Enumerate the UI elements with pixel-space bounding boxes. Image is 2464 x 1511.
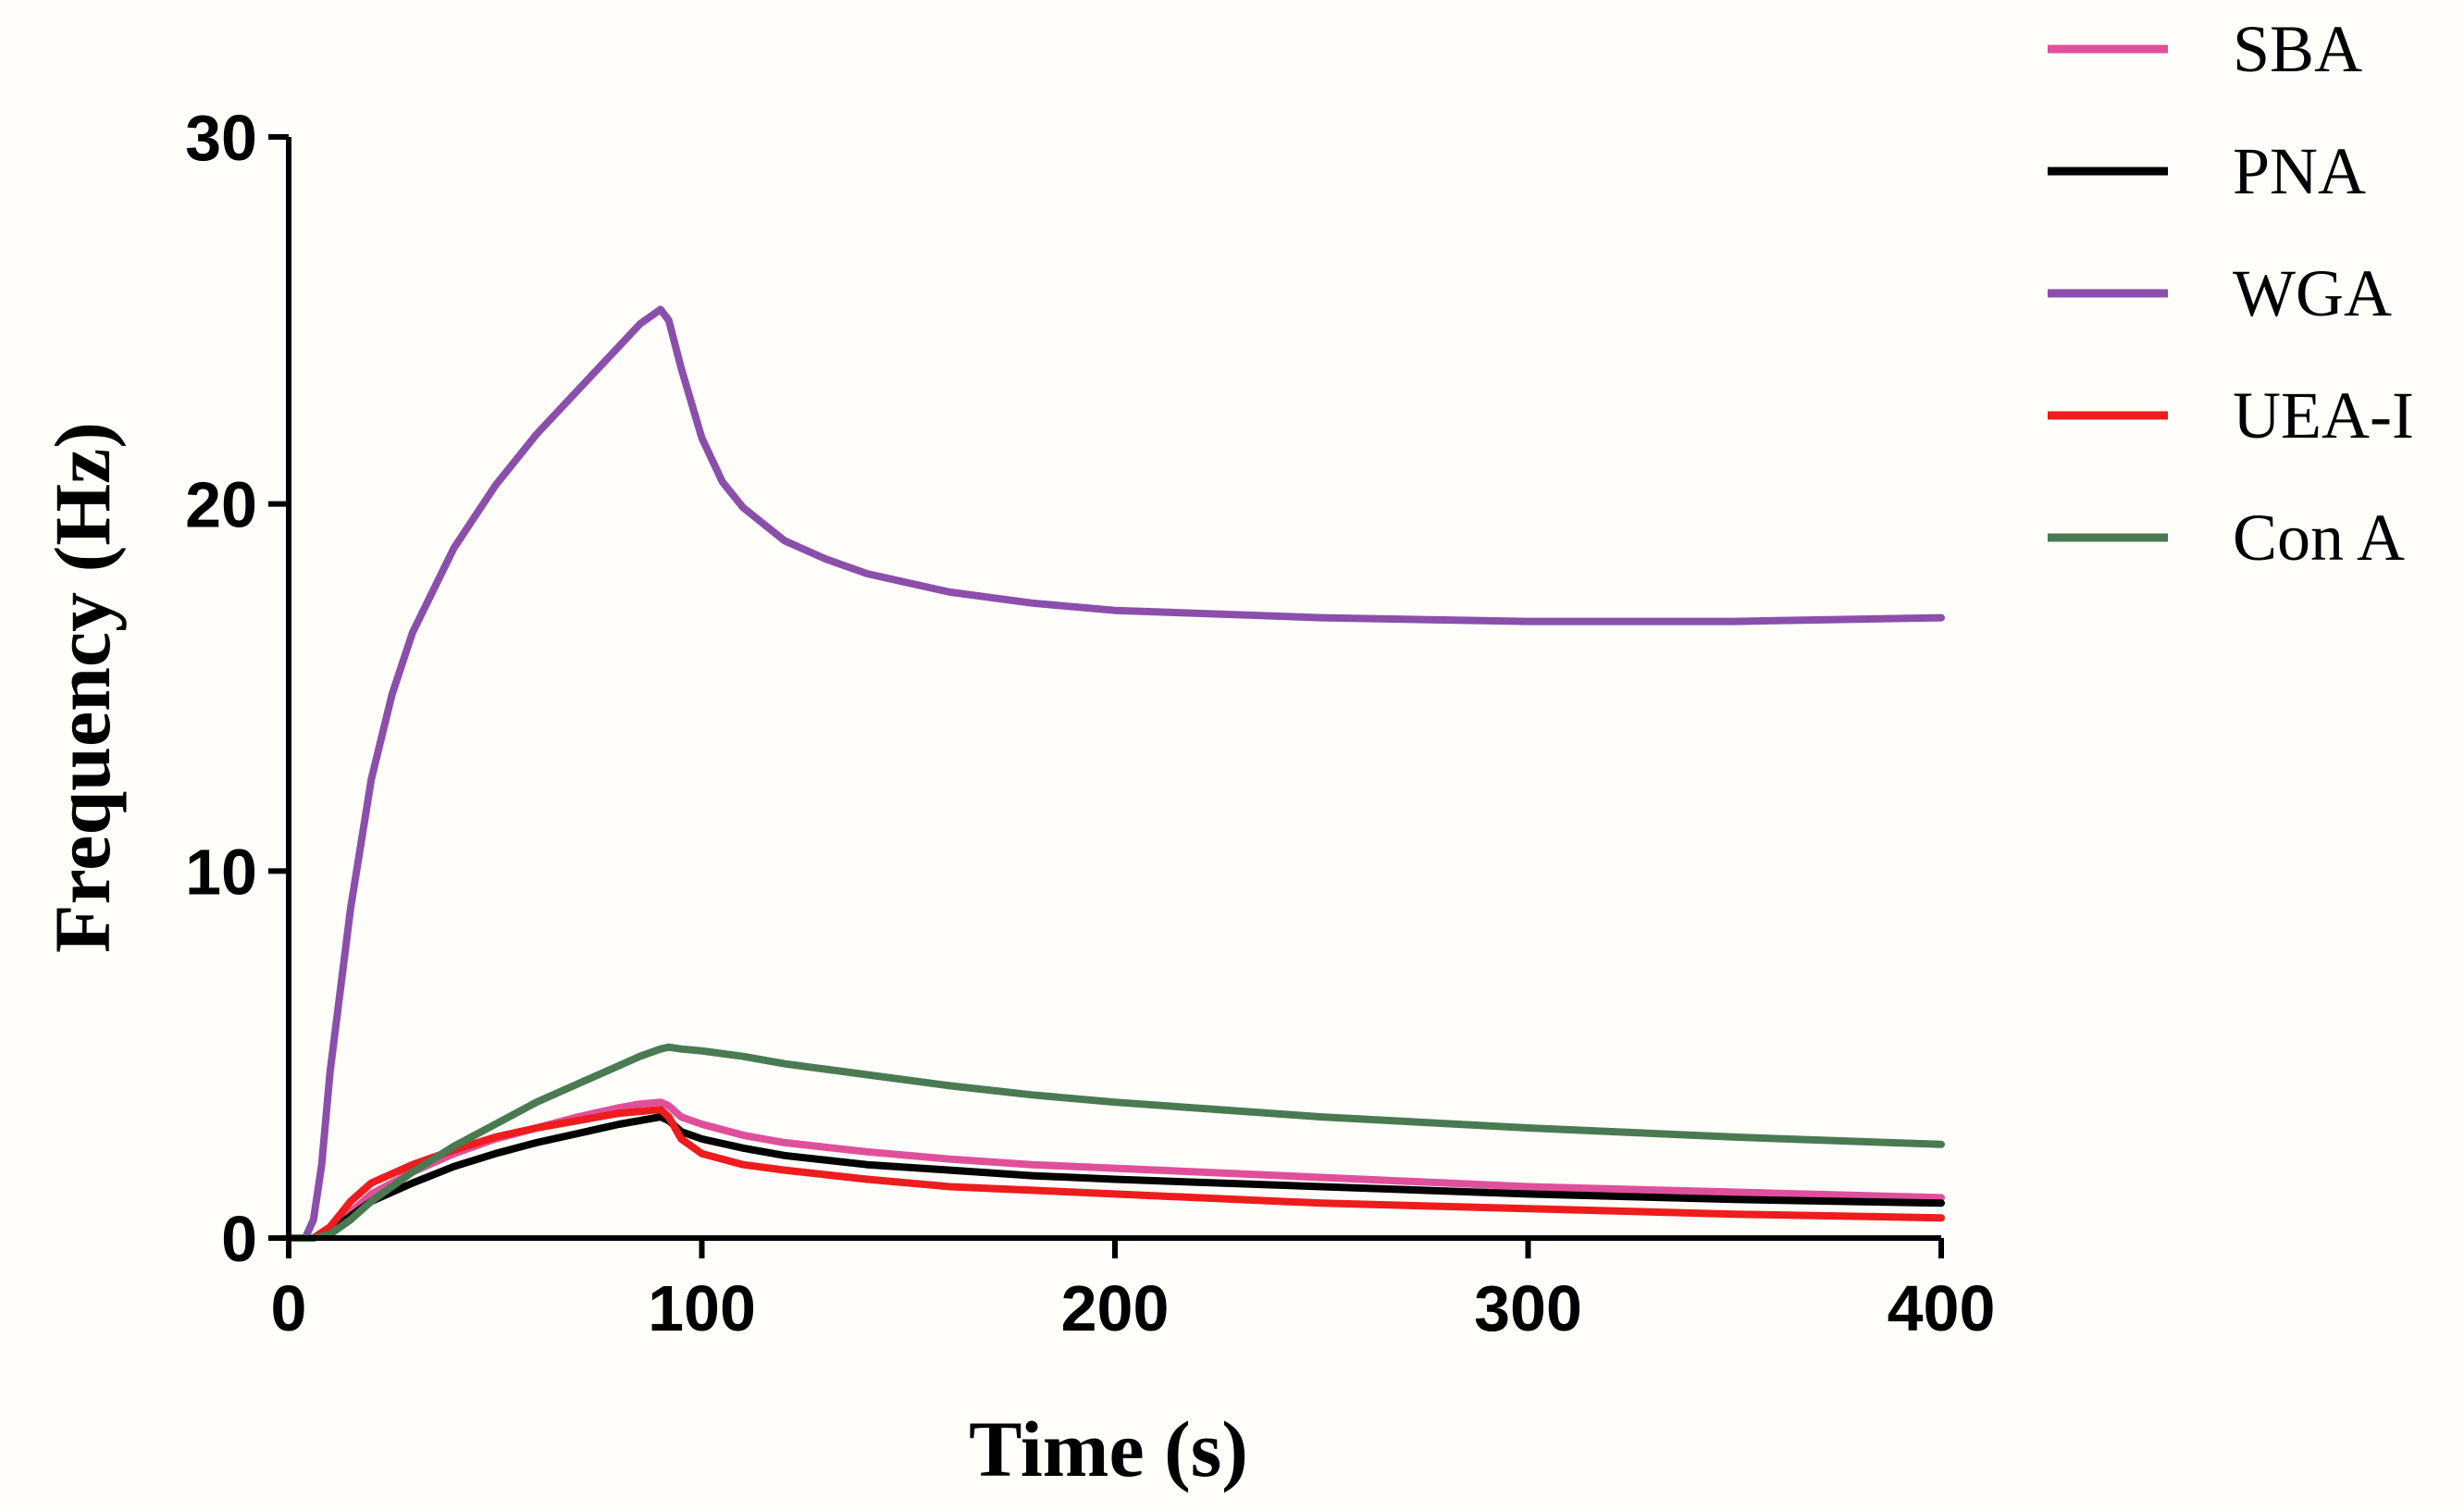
x-tick-label: 100 [648,1272,756,1344]
x-tick-label: 400 [1888,1272,1996,1344]
x-tick-label: 0 [271,1272,307,1344]
series-line-sba [285,1098,1945,1242]
y-tick-label: 30 [185,102,257,174]
axes [286,137,1941,1241]
x-tick-label: 300 [1474,1272,1582,1344]
y-tick-label: 20 [185,469,257,541]
x-tick-label: 200 [1061,1272,1170,1344]
legend-label-pna: PNA [2233,134,2366,208]
x-axis-title: Time (s) [969,1405,1248,1493]
legend-label-sba: SBA [2233,12,2362,86]
y-axis-title: Frequency (Hz) [38,422,127,953]
legend-label-con-a: Con A [2233,501,2405,575]
ticks: 0 100 200 300 400 0 10 20 30 [185,102,1995,1344]
legend-label-wga: WGA [2233,256,2392,330]
series-line-con-a [285,1043,1945,1242]
legend-label-uea-i: UEA-I [2233,378,2414,452]
series-line-wga [285,305,1945,1242]
y-tick-label: 10 [185,836,257,908]
y-tick-label: 0 [221,1203,257,1275]
legend: SBA PNA WGA UEA-I Con A [2048,12,2414,575]
series-layer [285,305,1945,1242]
series-line-uea-i [285,1106,1945,1242]
